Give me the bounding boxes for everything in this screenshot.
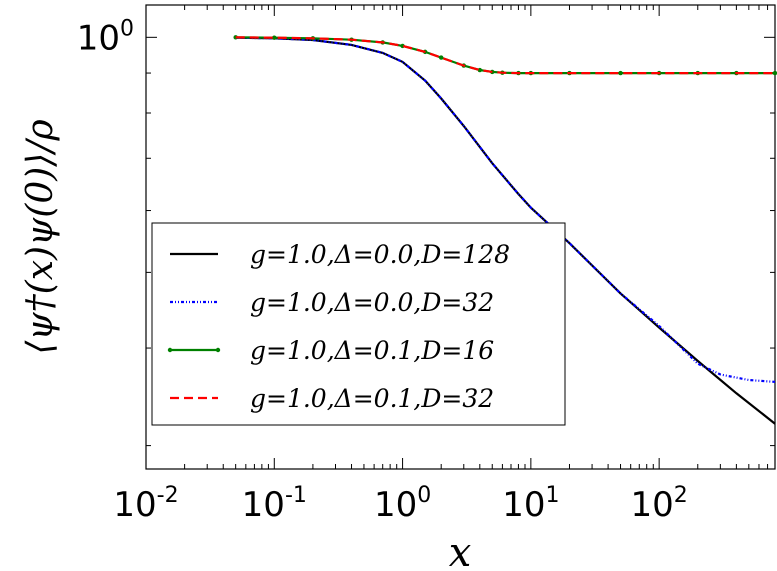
legend-box bbox=[151, 222, 566, 426]
legend-label: g=1.0,Δ=0.1,D=16 bbox=[250, 336, 494, 365]
x-tick-label: 102 bbox=[631, 483, 688, 525]
legend: g=1.0,Δ=0.0,D=128 g=1.0,Δ=0.0,D=32 g=1.0,Δ… bbox=[151, 222, 566, 426]
tick-labels: 10-2 10-1 100 101 102 100 bbox=[77, 16, 688, 525]
x-tick-label: 101 bbox=[502, 483, 559, 525]
legend-label: g=1.0,Δ=0.0,D=128 bbox=[250, 240, 510, 269]
x-tick-label: 100 bbox=[374, 483, 431, 525]
y-axis-title: ⟨ψ†(x)ψ(0)⟩/ρ bbox=[20, 119, 61, 354]
y-tick-label: 100 bbox=[77, 16, 134, 58]
axis-ticks bbox=[145, 5, 776, 469]
series-point bbox=[772, 70, 777, 76]
legend-marker bbox=[215, 347, 221, 353]
x-axis-title: x bbox=[449, 530, 472, 571]
series-layer bbox=[233, 35, 777, 425]
legend-marker bbox=[167, 347, 173, 353]
series-line-2 bbox=[235, 36, 776, 383]
legend-label: g=1.0,Δ=0.0,D=32 bbox=[250, 288, 494, 317]
x-tick-label: 10-2 bbox=[113, 483, 178, 525]
series-point bbox=[618, 70, 623, 76]
series-point bbox=[438, 55, 444, 60]
series-line-4 bbox=[235, 36, 775, 75]
legend-entries: g=1.0,Δ=0.0,D=128 g=1.0,Δ=0.0,D=32 g=1.0,Δ… bbox=[167, 240, 510, 413]
legend-label: g=1.0,Δ=0.1,D=32 bbox=[250, 384, 494, 413]
series-line-1 bbox=[235, 36, 776, 425]
x-tick-label: 10-1 bbox=[242, 483, 307, 525]
series-point bbox=[272, 35, 277, 40]
